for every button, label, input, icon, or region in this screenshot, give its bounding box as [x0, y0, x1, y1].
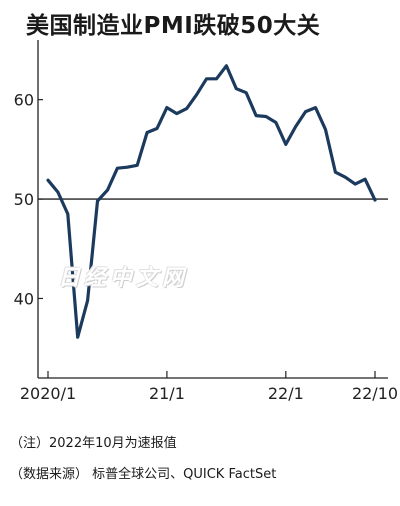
y-tick-label: 60	[14, 91, 34, 110]
pmi-line-chart: 40 50 60 2020/1 21/1 22/1 22/10	[14, 40, 398, 403]
data-point	[274, 121, 278, 124]
y-tick-label: 40	[14, 289, 34, 308]
chart-title: 美国制造业PMI跌破50大关	[26, 13, 321, 39]
data-point	[344, 175, 347, 179]
data-point	[116, 167, 119, 170]
data-point	[205, 77, 208, 80]
data-point	[76, 336, 79, 339]
data-point	[56, 190, 60, 194]
x-tick-label: 2020/1	[20, 384, 76, 403]
x-tick-label: 21/1	[149, 384, 185, 403]
footnote: （注）2022年10月为速报值	[10, 436, 177, 451]
data-point	[334, 171, 337, 174]
data-point	[46, 178, 50, 182]
data-point	[135, 164, 139, 167]
data-point	[175, 112, 179, 115]
data-point	[363, 177, 367, 181]
x-tick-label: 22/10	[352, 384, 398, 403]
source-note: （数据来源） 标普全球公司、QUICK FactSet	[10, 467, 277, 482]
data-point	[235, 87, 238, 90]
data-point	[244, 91, 248, 94]
data-point	[195, 93, 198, 96]
data-point	[215, 77, 218, 80]
x-tick-label: 22/1	[268, 384, 304, 403]
chart-axes	[37, 40, 388, 379]
data-point	[106, 188, 109, 192]
data-point	[304, 110, 307, 113]
data-point	[373, 198, 377, 202]
data-point	[96, 199, 99, 203]
data-point	[145, 131, 149, 134]
data-point	[185, 107, 188, 110]
data-point	[165, 106, 169, 109]
y-tick-label: 50	[14, 190, 34, 209]
watermark-text: 日经中文网	[58, 266, 189, 291]
data-point	[66, 212, 70, 216]
data-point	[314, 106, 317, 109]
data-point	[155, 127, 159, 130]
data-point	[86, 299, 89, 302]
data-point	[225, 64, 228, 68]
axis-ticks: 40 50 60 2020/1 21/1 22/1 22/10	[14, 91, 398, 403]
data-point	[254, 114, 258, 117]
pmi-series-line	[46, 64, 377, 339]
data-point	[324, 128, 327, 131]
data-point	[294, 125, 297, 128]
data-point	[284, 143, 288, 146]
data-point	[126, 166, 129, 169]
data-point	[353, 182, 357, 186]
data-point	[264, 115, 268, 118]
chart-series	[46, 64, 377, 339]
